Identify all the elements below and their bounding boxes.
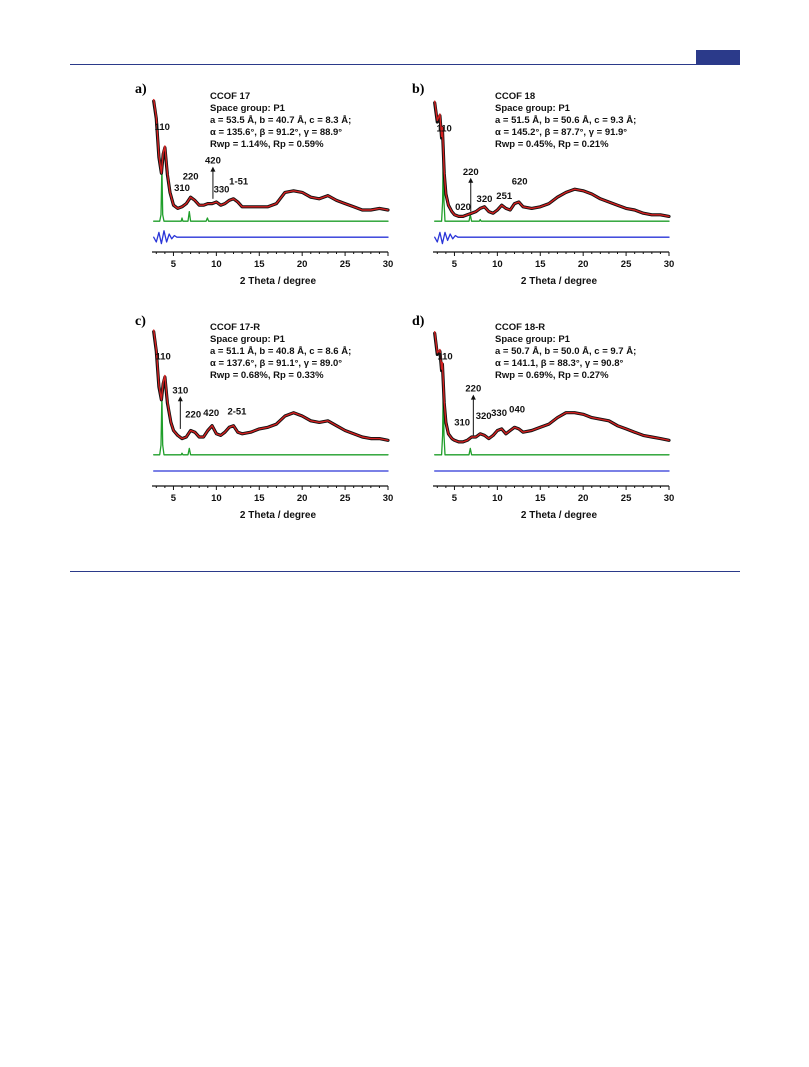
x-tick-label: 15 [254,259,265,270]
peak-label: 220 [183,172,199,183]
peak-label: 251 [496,191,513,202]
peak-label: 320 [477,194,493,205]
x-tick-label: 25 [621,259,632,270]
header-rule [70,64,740,65]
x-tick-label: 10 [492,259,503,270]
x-tick-label: 5 [452,259,458,270]
series-simulated-fit-line [152,329,389,441]
info-line: a = 50.7 Å, b = 50.0 Å, c = 9.7 Å; [495,346,636,357]
x-tick-label: 30 [383,493,394,504]
info-line: Rwp = 1.14%, Rp = 0.59% [210,139,324,150]
peak-label: 620 [512,176,528,187]
peak-label: 330 [491,408,507,419]
info-line: Space group: P1 [495,334,571,345]
peak-label: 310 [454,418,470,429]
x-tick-label: 20 [297,259,308,270]
peak-label: 420 [205,156,221,167]
x-tick-label: 5 [171,493,177,504]
x-tick-label: 15 [535,493,546,504]
peak-label: 310 [172,385,188,396]
peak-label: 220 [185,410,201,421]
peak-label: 110 [436,124,451,135]
info-line: CCOF 17 [210,91,250,102]
x-tick-label: 20 [578,493,589,504]
peak-label: 110 [155,351,170,362]
x-axis-title: 2 Theta / degree [240,510,317,521]
peak-label: 110 [437,351,452,362]
panel-letter: a) [135,82,147,97]
info-line: a = 51.1 Å, b = 40.8 Å, c = 8.6 Å; [210,346,351,357]
x-tick-label: 20 [297,493,308,504]
panel-letter: c) [135,314,146,329]
peak-label: 110 [155,122,170,133]
page-corner-tab [696,50,740,65]
panel-letter: d) [412,314,425,329]
peak-label: 020 [455,202,471,213]
info-line: CCOF 17-R [210,322,260,333]
peak-label: 220 [465,384,481,395]
info-line: α = 145.2°, β = 87.7°, γ = 91.9° [495,127,627,138]
x-tick-label: 10 [211,259,222,270]
info-line: Rwp = 0.45%, Rp = 0.21% [495,139,609,150]
info-line: a = 51.5 Å, b = 50.6 Å, c = 9.3 Å; [495,115,636,126]
panel-letter: b) [412,82,425,97]
peak-label: 320 [476,411,492,422]
info-line: α = 137.6°, β = 91.1°, γ = 89.0° [210,358,342,369]
series-simulated-pattern-line [434,379,670,456]
info-line: Rwp = 0.69%, Rp = 0.27% [495,370,609,381]
peak-label: 420 [203,408,219,419]
info-line: Space group: P1 [495,103,571,114]
x-tick-label: 5 [171,259,177,270]
info-line: Rwp = 0.68%, Rp = 0.33% [210,370,324,381]
figure-bottom-rule [70,571,740,572]
series-simulated-fit-line [434,100,670,218]
x-tick-label: 30 [664,259,675,270]
peak-arrow-head [210,166,216,172]
info-line: Space group: P1 [210,334,286,345]
x-tick-label: 25 [340,493,351,504]
peak-label: 330 [214,184,230,195]
peak-label: 1-51 [229,176,249,187]
info-line: α = 141.1, β = 88.3°, γ = 90.8° [495,358,624,369]
x-axis-title: 2 Theta / degree [240,276,317,287]
series-simulated-fit-line [152,98,389,211]
peak-label: 220 [463,167,479,178]
info-line: α = 135.6°, β = 91.2°, γ = 88.9° [210,127,342,138]
x-tick-label: 15 [254,493,265,504]
info-line: a = 53.5 Å, b = 40.7 Å, c = 8.3 Å; [210,115,351,126]
info-line: CCOF 18 [495,91,535,102]
peak-label: 310 [174,183,190,194]
x-tick-label: 30 [664,493,675,504]
x-tick-label: 25 [621,493,632,504]
x-tick-label: 25 [340,259,351,270]
series-simulated-pattern-line [434,140,670,222]
info-line: CCOF 18-R [495,322,545,333]
series-simulated-pattern-line [153,395,389,456]
series-simulated-pattern-line [153,166,389,222]
peak-arrow-head [470,394,476,400]
series-difference-line [153,230,389,245]
x-tick-label: 5 [452,493,458,504]
x-tick-label: 30 [383,259,394,270]
peak-arrow-head [177,396,183,402]
x-tick-label: 10 [211,493,222,504]
x-axis-title: 2 Theta / degree [521,510,598,521]
peak-arrow-head [468,177,474,183]
x-tick-label: 20 [578,259,589,270]
x-tick-label: 15 [535,259,546,270]
x-axis-title: 2 Theta / degree [521,276,598,287]
x-tick-label: 10 [492,493,503,504]
series-difference-line [434,231,670,245]
peak-label: 040 [509,405,525,416]
peak-label: 2-51 [227,406,247,417]
series-simulated-fit-line [434,331,670,443]
info-line: Space group: P1 [210,103,286,114]
